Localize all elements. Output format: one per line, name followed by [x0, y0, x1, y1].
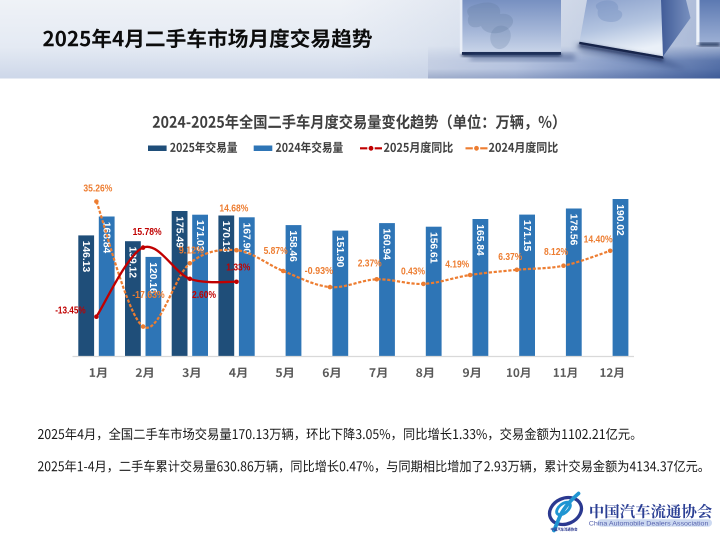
svg-text:146.13: 146.13 [80, 241, 91, 273]
svg-text:165.84: 165.84 [474, 224, 485, 256]
svg-text:190.02: 190.02 [614, 204, 625, 236]
svg-text:35.26%: 35.26% [83, 183, 113, 195]
svg-text:170.13: 170.13 [220, 221, 231, 253]
svg-text:175.49: 175.49 [173, 216, 184, 248]
svg-text:1.33%: 1.33% [226, 262, 251, 274]
svg-text:2.60%: 2.60% [192, 289, 217, 301]
svg-text:6.37%: 6.37% [498, 251, 523, 263]
svg-text:156.61: 156.61 [427, 232, 438, 264]
svg-text:158.46: 158.46 [287, 230, 298, 262]
svg-text:160.94: 160.94 [381, 228, 392, 260]
svg-text:167.90: 167.90 [241, 223, 252, 255]
svg-text:120.16: 120.16 [147, 262, 158, 294]
svg-text:171.15: 171.15 [521, 220, 532, 252]
svg-text:2.37%: 2.37% [358, 257, 383, 269]
svg-text:9.12%: 9.12% [179, 245, 205, 257]
svg-text:151.90: 151.90 [334, 236, 345, 268]
svg-text:-13.45%: -13.45% [55, 305, 86, 317]
svg-text:4.19%: 4.19% [445, 259, 470, 271]
svg-text:8.12%: 8.12% [544, 246, 569, 258]
svg-text:0.43%: 0.43% [401, 265, 426, 277]
svg-text:139.12: 139.12 [127, 247, 138, 279]
svg-text:5.87%: 5.87% [264, 245, 289, 257]
svg-text:15.78%: 15.78% [133, 226, 163, 238]
svg-text:14.40%: 14.40% [584, 234, 614, 246]
svg-text:-17.63%: -17.63% [132, 289, 165, 301]
svg-text:178.56: 178.56 [568, 214, 579, 246]
svg-text:168.84: 168.84 [100, 222, 111, 254]
svg-text:171.03: 171.03 [194, 220, 205, 252]
svg-text:14.68%: 14.68% [219, 202, 249, 214]
svg-text:China Automobile Dealers Assoc: China Automobile Dealers Association [589, 521, 709, 528]
svg-text:-0.93%: -0.93% [305, 265, 334, 277]
